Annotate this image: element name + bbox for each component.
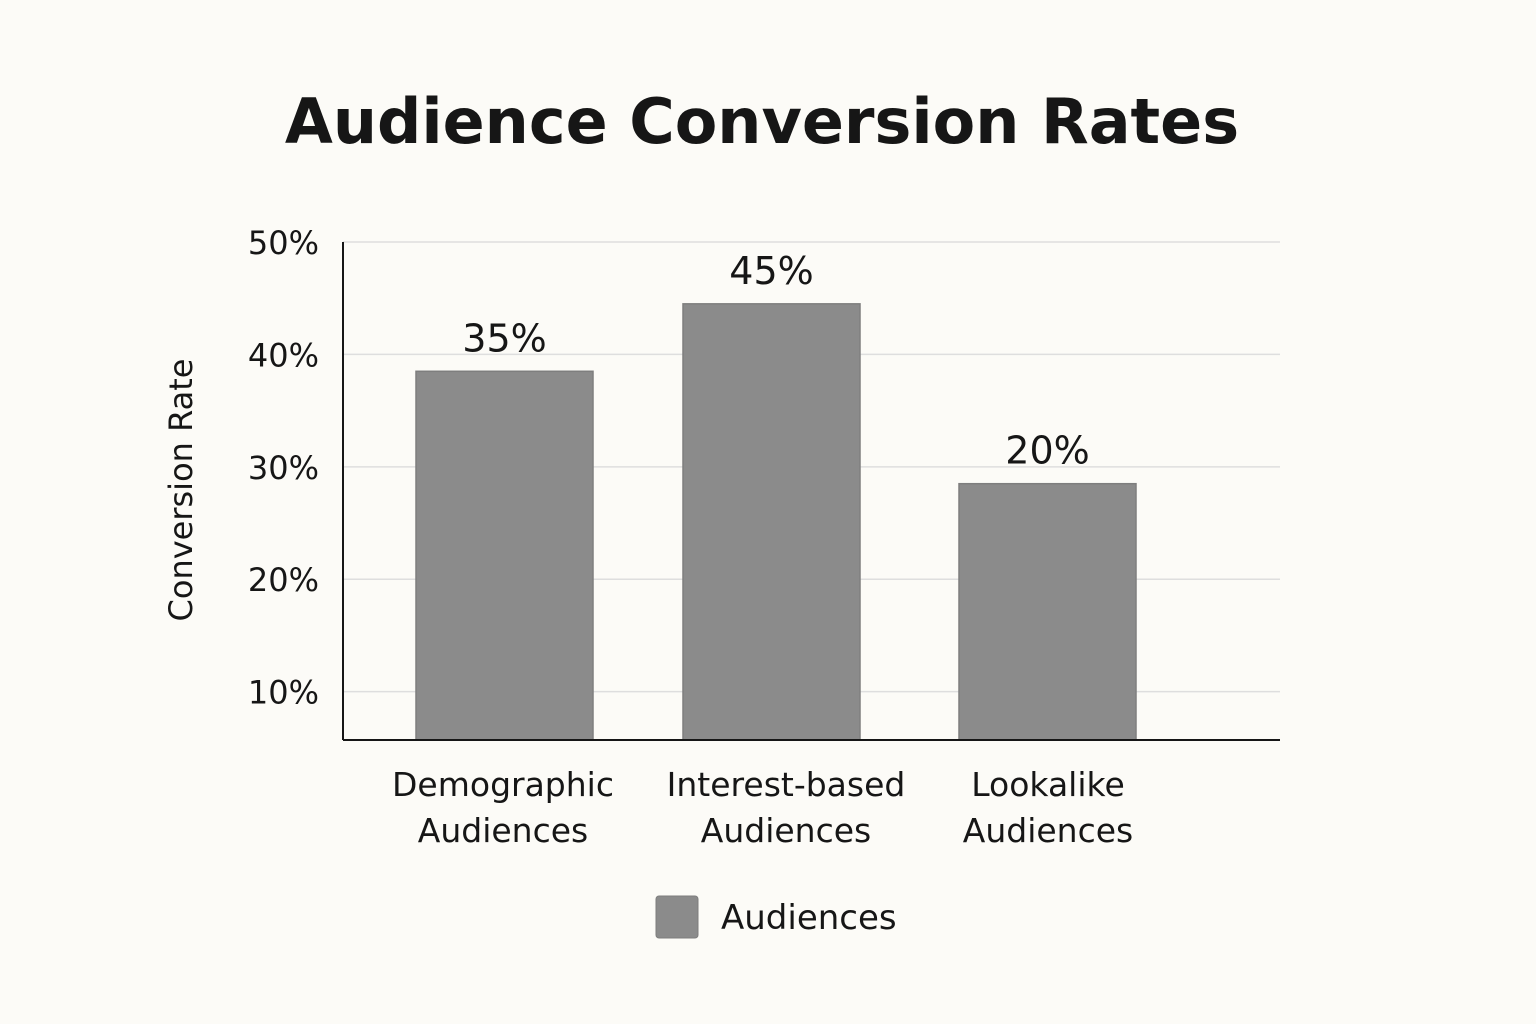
bar xyxy=(415,370,594,741)
data-labels: 35% 45% 20% xyxy=(462,249,1089,473)
x-category-label: Audiences xyxy=(418,811,588,850)
chart-title: Audience Conversion Rates xyxy=(285,85,1239,158)
y-tick-label: 10% xyxy=(248,674,319,712)
x-category-label: Audiences xyxy=(963,811,1133,850)
legend: Audiences xyxy=(655,895,897,939)
x-category-labels: Demographic Audiences Interest-based Audien… xyxy=(392,765,1133,850)
bar xyxy=(958,482,1137,741)
bar xyxy=(682,303,861,741)
bars xyxy=(415,303,1137,741)
y-tick-label: 30% xyxy=(248,449,319,487)
y-axis-title: Conversion Rate xyxy=(162,359,200,622)
data-label: 35% xyxy=(462,316,546,360)
axes xyxy=(342,242,1280,741)
legend-label: Audiences xyxy=(721,898,897,938)
y-tick-label: 20% xyxy=(248,561,319,599)
data-label: 20% xyxy=(1005,429,1089,473)
x-category-label: Lookalike xyxy=(971,765,1125,804)
y-tick-label: 40% xyxy=(248,336,319,374)
y-tick-labels: 10% 20% 30% 40% 50% xyxy=(248,224,319,712)
x-category-label: Demographic xyxy=(392,765,614,804)
legend-swatch xyxy=(655,895,699,939)
data-label: 45% xyxy=(729,249,813,293)
x-category-label: Audiences xyxy=(701,811,871,850)
x-category-label: Interest-based xyxy=(667,765,906,804)
y-tick-label: 50% xyxy=(248,224,319,262)
